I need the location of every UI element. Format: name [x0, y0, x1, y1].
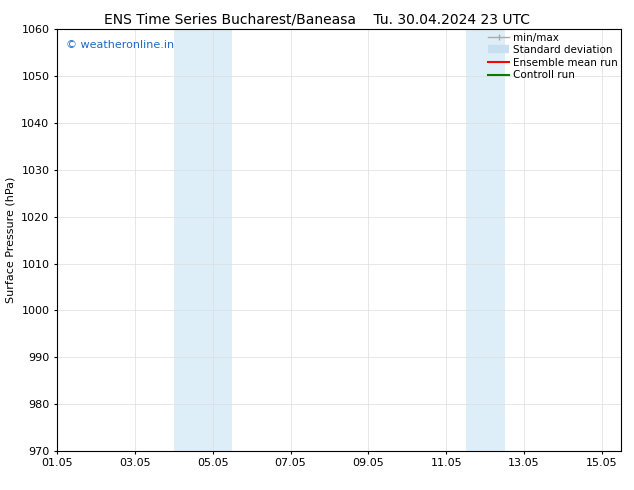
Bar — [465, 29, 505, 451]
Text: © weatheronline.in: © weatheronline.in — [65, 40, 174, 50]
Text: ENS Time Series Bucharest/Baneasa    Tu. 30.04.2024 23 UTC: ENS Time Series Bucharest/Baneasa Tu. 30… — [104, 12, 530, 26]
Legend: min/max, Standard deviation, Ensemble mean run, Controll run: min/max, Standard deviation, Ensemble me… — [488, 32, 618, 80]
Y-axis label: Surface Pressure (hPa): Surface Pressure (hPa) — [6, 177, 16, 303]
Bar — [174, 29, 232, 451]
